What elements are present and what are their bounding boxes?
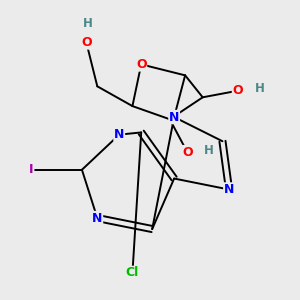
Text: H: H bbox=[204, 144, 214, 157]
Text: N: N bbox=[92, 212, 103, 225]
Text: H: H bbox=[254, 82, 264, 95]
Text: Cl: Cl bbox=[126, 266, 139, 280]
Text: H: H bbox=[83, 17, 93, 30]
Text: N: N bbox=[169, 111, 179, 124]
Text: O: O bbox=[136, 58, 146, 71]
Text: O: O bbox=[81, 36, 92, 49]
Text: N: N bbox=[114, 128, 124, 141]
Text: I: I bbox=[29, 163, 34, 176]
Text: O: O bbox=[232, 84, 243, 97]
Text: N: N bbox=[224, 183, 234, 196]
Text: O: O bbox=[182, 146, 193, 159]
